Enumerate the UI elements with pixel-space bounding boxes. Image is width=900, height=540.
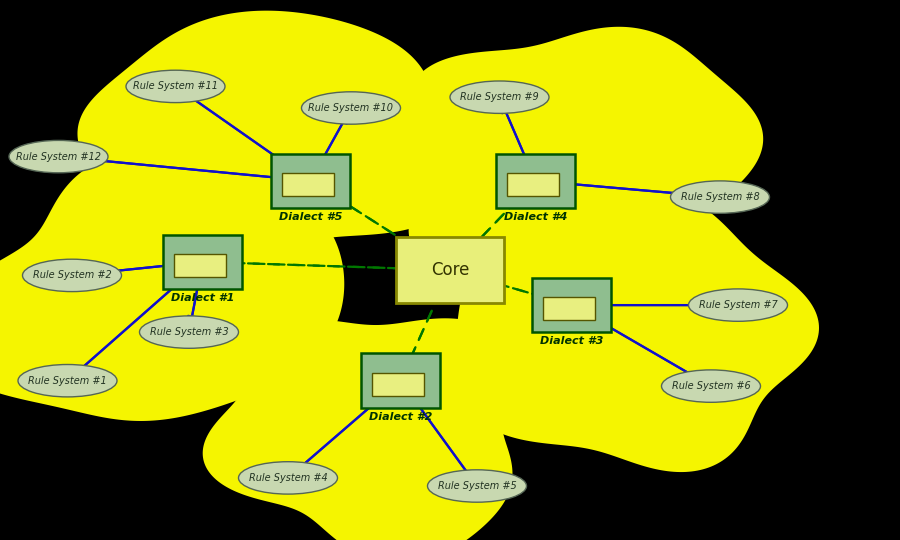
Ellipse shape [9,140,108,173]
Text: Dialect #2: Dialect #2 [369,411,432,422]
Ellipse shape [428,470,526,502]
FancyBboxPatch shape [282,173,334,196]
FancyBboxPatch shape [174,254,226,277]
Ellipse shape [302,92,400,124]
FancyBboxPatch shape [532,278,611,332]
Polygon shape [409,27,763,276]
Text: Core: Core [431,261,469,279]
Text: Rule System #5: Rule System #5 [437,481,517,491]
Ellipse shape [670,181,770,213]
Ellipse shape [22,259,122,292]
Text: Rule System #2: Rule System #2 [32,271,112,280]
Polygon shape [202,318,513,540]
Ellipse shape [140,316,238,348]
FancyBboxPatch shape [496,153,575,208]
Text: Rule System #7: Rule System #7 [698,300,778,310]
Text: Dialect #5: Dialect #5 [279,212,342,222]
FancyBboxPatch shape [396,238,504,302]
Text: Rule System #10: Rule System #10 [309,103,393,113]
Text: Rule System #8: Rule System #8 [680,192,760,202]
FancyBboxPatch shape [361,353,440,408]
FancyBboxPatch shape [271,153,350,208]
Text: Dialect #1: Dialect #1 [171,293,234,303]
Ellipse shape [450,81,549,113]
Text: Dialect #4: Dialect #4 [504,212,567,222]
Ellipse shape [126,70,225,103]
FancyBboxPatch shape [163,234,242,289]
FancyBboxPatch shape [372,373,424,396]
Text: Rule System #3: Rule System #3 [149,327,229,337]
Text: Rule System #11: Rule System #11 [133,82,218,91]
Polygon shape [0,153,345,421]
FancyBboxPatch shape [507,173,559,196]
Text: Rule System #6: Rule System #6 [671,381,751,391]
Text: Dialect #3: Dialect #3 [540,336,603,346]
Text: Rule System #4: Rule System #4 [248,473,328,483]
FancyBboxPatch shape [543,298,595,320]
Polygon shape [454,191,819,472]
Text: Rule System #1: Rule System #1 [28,376,107,386]
Ellipse shape [662,370,760,402]
Ellipse shape [18,364,117,397]
Polygon shape [77,11,459,270]
Ellipse shape [238,462,338,494]
Text: Rule System #9: Rule System #9 [460,92,539,102]
Ellipse shape [688,289,788,321]
Text: Rule System #12: Rule System #12 [16,152,101,161]
